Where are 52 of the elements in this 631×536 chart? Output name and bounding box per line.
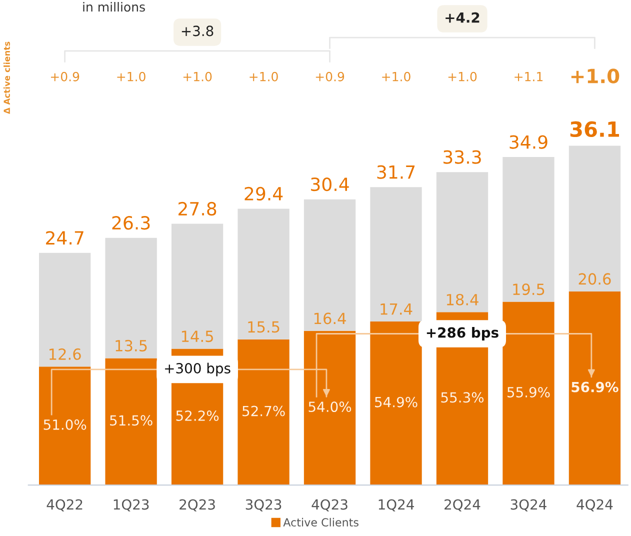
total-label: 31.7 (377, 165, 415, 179)
total-label: 26.3 (112, 216, 150, 230)
total-label: 36.1 (570, 121, 619, 138)
text: +3.8 (182, 26, 214, 36)
total-label: 34.9 (510, 135, 548, 149)
data-label: 18.4 (446, 294, 478, 306)
total-label: 29.4 (244, 186, 283, 201)
text: +4.2 (446, 12, 480, 23)
data-label: 16.4 (314, 312, 346, 324)
annotation: 54.9% (375, 396, 418, 408)
data-label: 15.5 (248, 321, 280, 333)
x-tick-label: 4Q22 (46, 499, 82, 512)
annotation: 55.3% (441, 392, 484, 403)
data-label: 20.6 (578, 273, 611, 285)
text: +1.0 (448, 72, 477, 82)
total-label: 24.7 (46, 231, 84, 244)
text: in millions (83, 2, 145, 12)
text: Δ Active clients (4, 42, 10, 114)
data-label: 12.6 (49, 348, 81, 360)
annotation: +300 bps (165, 362, 230, 376)
data-label: 13.5 (116, 340, 147, 352)
text: +1.0 (183, 72, 212, 82)
x-tick-label: 4Q24 (576, 499, 613, 512)
text: +1.0 (250, 72, 278, 82)
annotation: 51.0% (44, 419, 86, 430)
text: +1.1 (514, 72, 543, 82)
annotation: 52.2% (176, 410, 219, 421)
total-label: 30.4 (311, 177, 349, 192)
annotation: 54.0% (308, 402, 352, 412)
data-label: 14.5 (182, 330, 213, 342)
x-tick-label: 4Q23 (312, 499, 348, 512)
text: +1.0 (571, 68, 620, 84)
x-tick-label: 2Q23 (180, 499, 215, 512)
annotation: 56.9% (572, 382, 618, 392)
legend-label: Active Clients (283, 518, 358, 527)
annotation: +286 bps (426, 327, 498, 340)
data-label: 19.5 (513, 284, 544, 296)
total-label: 27.8 (178, 202, 216, 216)
x-tick-label: 2Q24 (444, 499, 480, 512)
text: +0.9 (50, 72, 80, 82)
x-tick-label: 1Q23 (114, 499, 149, 512)
text: +1.0 (117, 72, 146, 82)
text: +1.0 (382, 72, 410, 82)
total-label: 33.3 (444, 150, 481, 164)
x-tick-label: 1Q24 (378, 499, 414, 512)
x-tick-label: 3Q23 (246, 499, 282, 512)
annotation: 55.9% (508, 386, 550, 398)
text: +0.9 (316, 72, 344, 82)
annotation: 52.7% (242, 406, 285, 416)
x-tick-label: 3Q24 (510, 499, 546, 512)
annotation: 51.5% (110, 415, 152, 426)
data-label: 17.4 (380, 303, 412, 315)
